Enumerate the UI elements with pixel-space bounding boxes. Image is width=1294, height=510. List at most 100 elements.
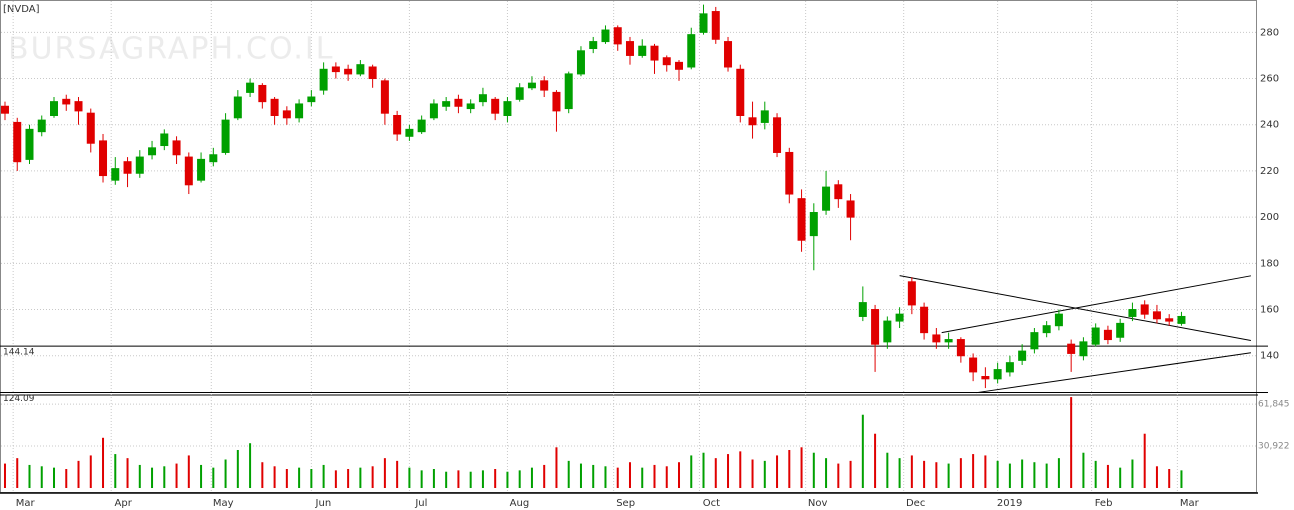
candle-body: [319, 68, 328, 91]
volume-bar: [800, 447, 803, 488]
candle-body: [883, 320, 892, 343]
candle-body: [515, 87, 524, 100]
volume-bar: [457, 470, 460, 488]
volume-bar: [861, 414, 864, 488]
volume-bar: [592, 464, 595, 488]
candle-body: [981, 376, 990, 380]
volume-bar: [972, 454, 975, 488]
x-tick-label: Mar: [16, 498, 36, 509]
candle-body: [907, 281, 916, 306]
candle-body: [589, 41, 598, 50]
volume-bar: [763, 460, 766, 488]
candle-body: [246, 82, 255, 93]
volume-bar: [396, 460, 399, 488]
x-tick-label: Oct: [703, 498, 720, 509]
volume-bar: [65, 469, 68, 488]
x-tick-label: 2019: [997, 498, 1022, 509]
candle-body: [282, 110, 291, 119]
candle-body: [1103, 329, 1112, 341]
candle-body: [993, 369, 1002, 380]
volume-bar: [788, 450, 791, 488]
volume-bar: [739, 451, 742, 488]
volume-bar: [898, 458, 901, 488]
candle-body: [932, 334, 941, 343]
volume-bar: [702, 452, 705, 488]
volume-bar: [727, 454, 730, 488]
candle-body: [969, 357, 978, 373]
y-tick-label: 260: [1260, 74, 1279, 85]
volume-bar: [543, 464, 546, 488]
volume-bar: [567, 460, 570, 488]
volume-bar: [555, 447, 558, 488]
chart-title: [NVDA]: [3, 4, 40, 15]
candle-body: [797, 198, 806, 241]
volume-bar: [175, 463, 178, 488]
candle-body: [478, 94, 487, 103]
candle-body: [858, 302, 867, 317]
volume-bar: [383, 458, 386, 488]
volume-bar: [1045, 463, 1048, 488]
candle-body: [687, 34, 696, 68]
candle-body: [773, 117, 782, 153]
volume-bar: [261, 462, 264, 488]
candle-body: [148, 147, 157, 156]
volume-bar: [40, 466, 43, 488]
candle-body: [405, 128, 414, 137]
candle-body: [638, 45, 647, 56]
candle-body: [111, 168, 120, 181]
candle-body: [503, 101, 512, 116]
volume-bar: [1070, 397, 1073, 488]
candle-body: [650, 45, 659, 61]
candle-body: [1005, 362, 1014, 373]
volume-bar: [776, 455, 779, 488]
volume-bar: [923, 460, 926, 488]
candle-body: [221, 119, 230, 153]
y-tick-label: 140: [1260, 351, 1279, 362]
volume-bar: [530, 467, 533, 488]
candle-body: [736, 68, 745, 116]
volume-bar: [420, 470, 423, 488]
volume-bar: [1131, 459, 1134, 488]
candle-body: [822, 186, 831, 211]
y-tick-label: 220: [1260, 166, 1279, 177]
volume-bar: [273, 466, 276, 488]
candle-body: [13, 121, 22, 163]
volume-bar: [249, 443, 252, 488]
candle-body: [834, 184, 843, 200]
candle-body: [184, 156, 193, 186]
volume-tick-label: 30,922: [1258, 442, 1290, 452]
candle-body: [295, 103, 304, 119]
volume-bar: [996, 460, 999, 488]
watermark: BURSAGRAPH.CO.IL: [8, 32, 334, 67]
candle-body: [895, 313, 904, 322]
volume-bar: [984, 455, 987, 488]
volume-bar: [959, 458, 962, 488]
y-tick-label: 200: [1260, 212, 1279, 223]
volume-bar: [236, 450, 239, 488]
volume-bar: [445, 471, 448, 488]
volume-bar: [874, 433, 877, 488]
candle-body: [233, 96, 242, 119]
volume-bar: [200, 464, 203, 488]
candle-body: [1140, 304, 1149, 315]
candle-body: [172, 140, 181, 156]
candle-body: [393, 114, 402, 135]
volume-bar: [616, 467, 619, 488]
candle-body: [160, 133, 169, 147]
level-label: 124.09: [3, 394, 35, 404]
volume-bar: [408, 467, 411, 488]
volume-bar: [1021, 459, 1024, 488]
candle-body: [871, 309, 880, 345]
candle-body: [846, 200, 855, 218]
volume-bar: [114, 454, 117, 488]
volume-bar: [506, 471, 509, 488]
candle-body: [1177, 315, 1186, 324]
candle-body: [675, 61, 684, 70]
candle-body: [724, 41, 733, 68]
candle-body: [258, 84, 267, 103]
candle-body: [466, 103, 475, 110]
candle-body: [86, 112, 95, 144]
candle-body: [197, 158, 206, 181]
volume-bar: [310, 469, 313, 488]
candle-body: [331, 66, 340, 73]
